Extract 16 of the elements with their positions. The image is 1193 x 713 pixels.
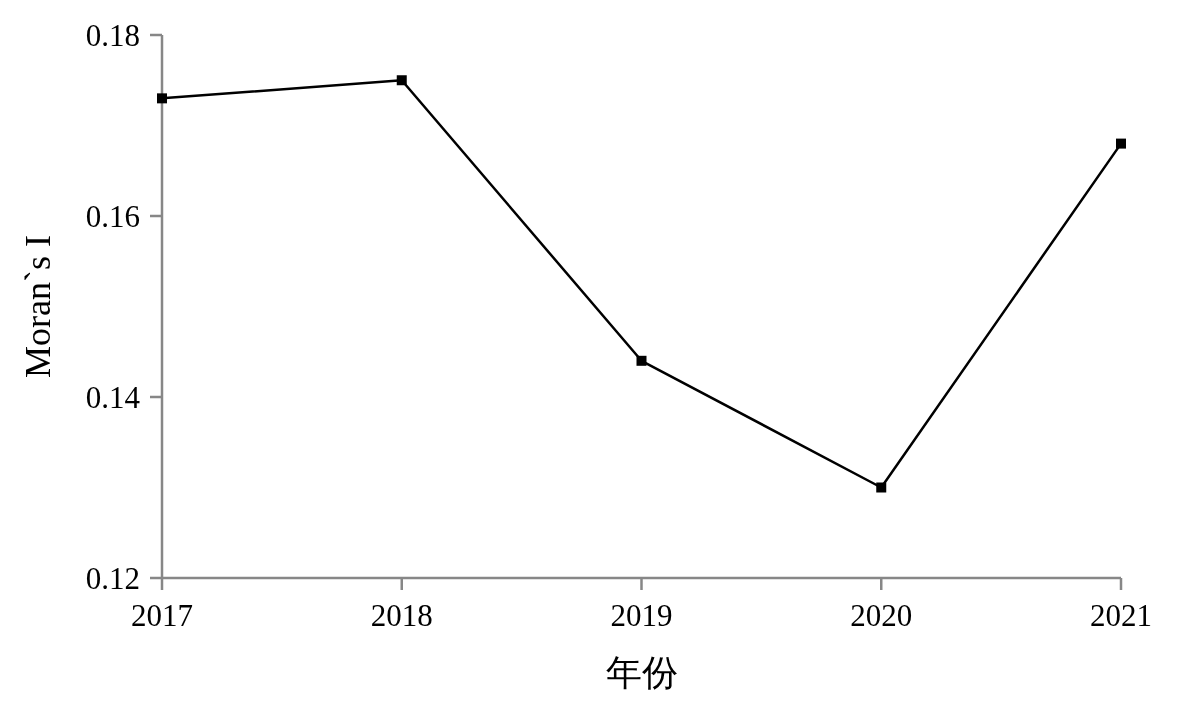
x-tick-label: 2017 <box>131 598 193 633</box>
y-tick-label: 0.18 <box>85 17 140 53</box>
y-tick-label: 0.14 <box>85 379 141 415</box>
point <box>876 482 887 493</box>
x-tick-label: 2020 <box>850 598 913 633</box>
x-tick-label: 2018 <box>370 598 433 633</box>
x-axis-title: 年份 <box>605 653 678 693</box>
x-tick-label: 2019 <box>610 598 673 633</box>
y-tick-label: 0.12 <box>85 560 140 596</box>
point <box>396 75 407 86</box>
point <box>1116 138 1126 149</box>
y-tick-label: 0.16 <box>85 198 140 234</box>
x-tick-label: 2021 <box>1090 598 1152 633</box>
point <box>636 355 647 366</box>
y-axis-title: Moran`s I <box>18 235 58 378</box>
point <box>157 93 167 104</box>
